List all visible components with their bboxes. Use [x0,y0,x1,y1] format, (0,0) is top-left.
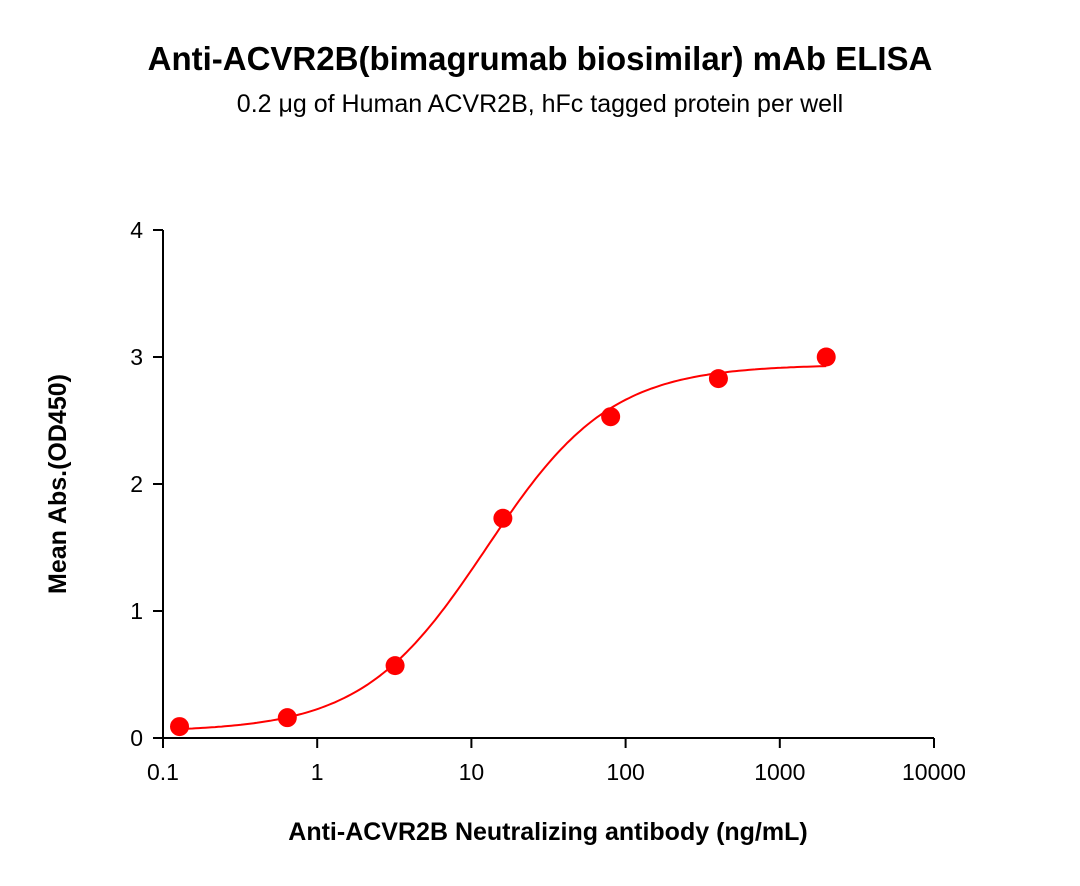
x-tick-label: 10000 [902,759,966,785]
chart-title: Anti-ACVR2B(bimagrumab biosimilar) mAb E… [147,40,933,77]
data-point [816,347,836,367]
x-tick-label: 1000 [754,759,805,785]
y-tick-label: 0 [130,725,143,751]
x-tick-label: 0.1 [147,759,179,785]
x-tick-label: 10 [459,759,485,785]
data-points [170,347,836,737]
y-axis-title: Mean Abs.(OD450) [44,374,72,594]
y-tick-label: 1 [130,598,143,624]
data-point [708,369,728,389]
x-tick-label: 100 [606,759,644,785]
axes: 0.1 1 10 100 1000 10000 0 1 2 3 4 [130,217,966,785]
data-point [170,717,190,737]
y-tick-label: 2 [130,471,143,497]
x-axis-title: Anti-ACVR2B Neutralizing antibody (ng/mL… [288,818,807,846]
y-tick-label: 3 [130,344,143,370]
y-tick-label: 4 [130,217,143,243]
fit-curve [179,365,827,731]
data-point [601,407,621,427]
x-tick-label: 1 [311,759,324,785]
data-point [385,656,405,676]
data-point [493,508,513,528]
data-point [277,708,297,728]
chart-subtitle: 0.2 μg of Human ACVR2B, hFc tagged prote… [236,90,844,118]
